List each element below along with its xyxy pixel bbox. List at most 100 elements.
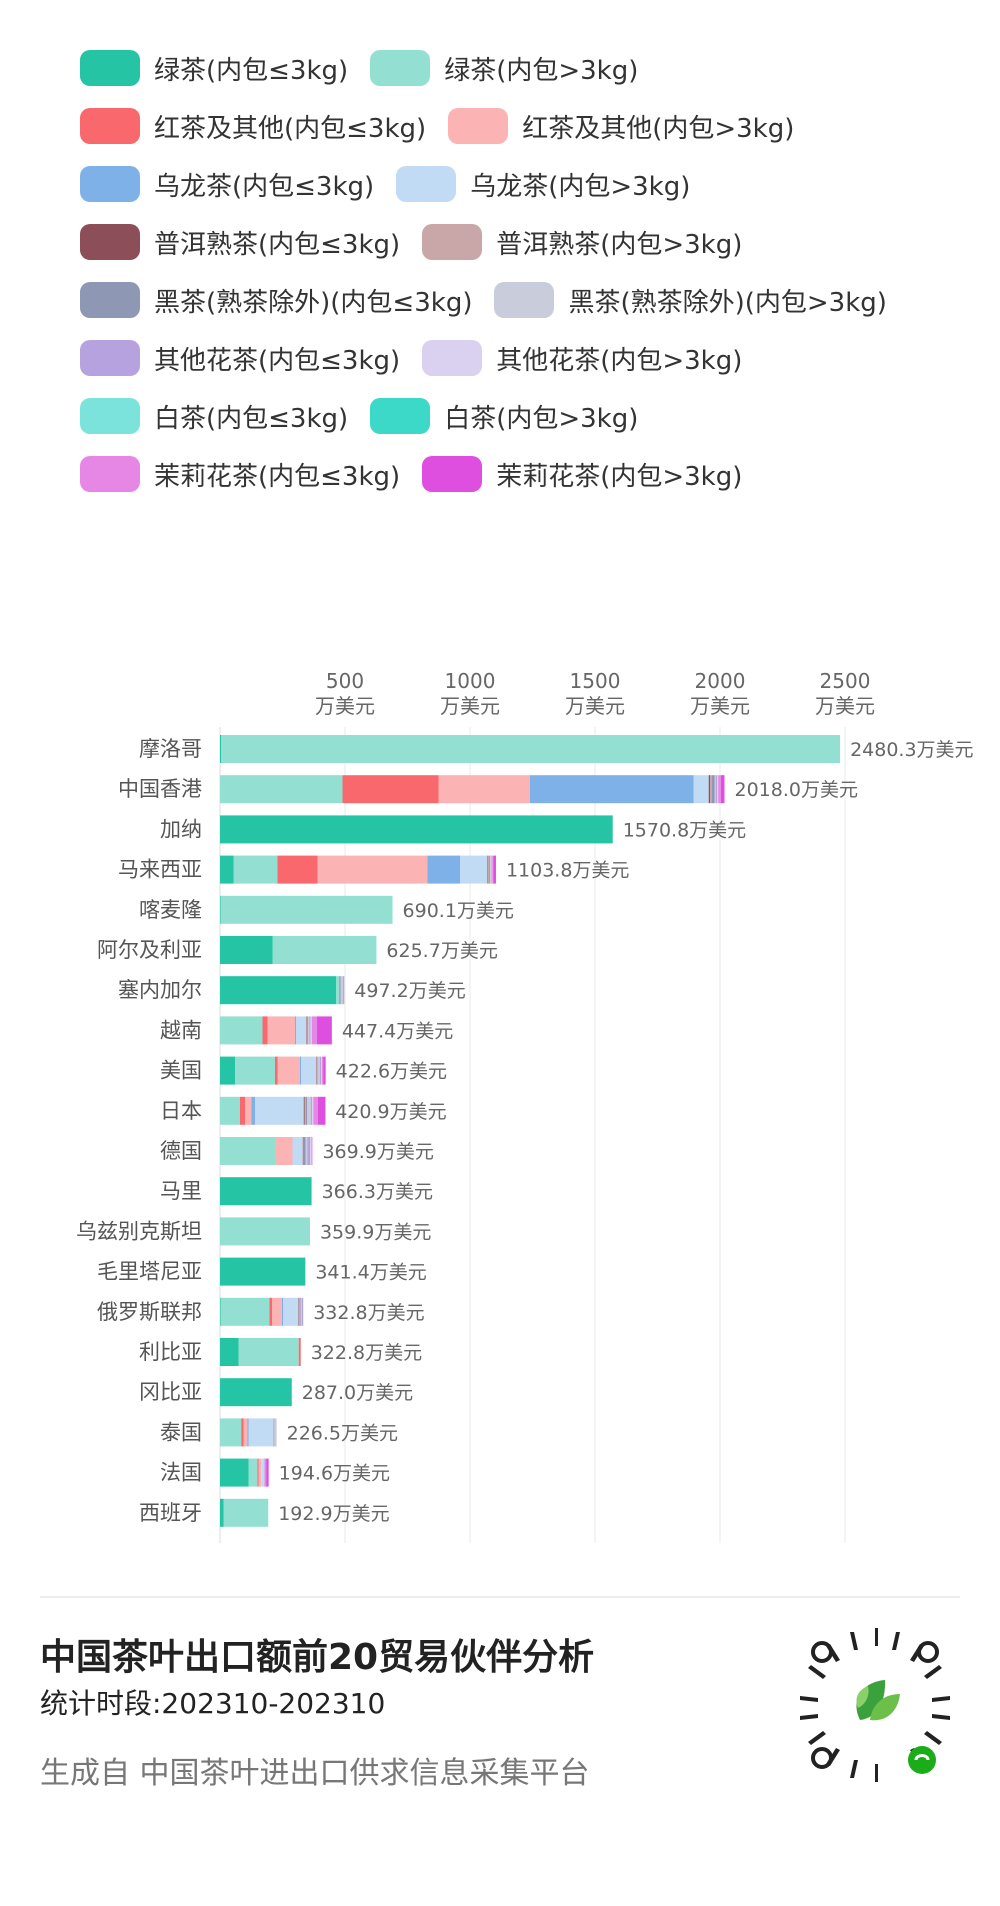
bar-segment [316, 1056, 317, 1085]
bar-segment [310, 1137, 312, 1165]
bar-segment [307, 1137, 311, 1165]
bar-segment [277, 1056, 300, 1085]
legend-item[interactable]: 黑茶(熟茶除外)(内包>3kg) [494, 280, 887, 320]
legend-item[interactable]: 红茶及其他(内包≤3kg) [80, 106, 426, 146]
value-label: 690.1万美元 [403, 900, 514, 922]
value-label: 420.9万美元 [335, 1101, 446, 1123]
legend-item[interactable]: 其他花茶(内包>3kg) [422, 338, 742, 378]
bar-segment [220, 976, 337, 1005]
category-label: 法国 [160, 1461, 202, 1485]
value-label: 497.2万美元 [354, 980, 465, 1002]
value-label: 332.8万美元 [313, 1302, 424, 1324]
legend-item[interactable]: 其他花茶(内包≤3kg) [80, 338, 400, 378]
x-tick-label: 2500 [820, 669, 871, 693]
legend-swatch [370, 398, 431, 434]
category-label: 利比亚 [139, 1340, 202, 1364]
chart-legend: 绿茶(内包≤3kg) 绿茶(内包>3kg) 红茶及其他(内包≤3kg) 红茶及其他(内… [80, 48, 960, 512]
bar-segment [266, 1458, 269, 1487]
legend-item[interactable]: 白茶(内包>3kg) [370, 396, 638, 436]
legend-label: 其他花茶(内包≤3kg) [154, 345, 401, 376]
legend-swatch [448, 108, 509, 144]
value-label: 366.3万美元 [322, 1181, 433, 1203]
bar-segment [255, 1096, 304, 1125]
legend-item[interactable]: 绿茶(内包>3kg) [370, 48, 638, 88]
bar-segment [317, 1056, 320, 1085]
bar-segment [530, 775, 694, 804]
legend-label: 绿茶(内包>3kg) [444, 55, 639, 86]
bar-segment [261, 1458, 264, 1487]
bar-segment [342, 775, 439, 804]
value-label: 1103.8万美元 [506, 860, 629, 882]
bar-segment [272, 1297, 282, 1326]
bar-segment [241, 1418, 244, 1447]
x-tick-unit: 万美元 [690, 694, 750, 718]
bar-segment [220, 1056, 235, 1085]
x-tick-label: 2000 [695, 669, 746, 693]
bar-segment [336, 976, 340, 1005]
legend-item[interactable]: 乌龙茶(内包≤3kg) [80, 164, 374, 204]
legend-label: 黑茶(熟茶除外)(内包>3kg) [568, 287, 887, 318]
bar-segment [307, 1096, 311, 1125]
bar-segment [243, 1418, 248, 1447]
bar-segment [298, 1338, 301, 1366]
legend-item[interactable]: 红茶及其他(内包>3kg) [448, 106, 794, 146]
legend-item[interactable]: 黑茶(熟茶除外)(内包≤3kg) [80, 280, 472, 320]
legend-row: 绿茶(内包≤3kg) 绿茶(内包>3kg) [80, 48, 960, 106]
category-label: 摩洛哥 [139, 737, 202, 761]
bar-segment [491, 855, 493, 884]
category-label: 阿尔及利亚 [97, 938, 202, 962]
bar-segment [220, 1096, 240, 1125]
x-tick-unit: 万美元 [565, 694, 625, 718]
bar-segment [273, 1418, 275, 1447]
bar-segment [304, 1096, 306, 1125]
legend-item[interactable]: 普洱熟茶(内包≤3kg) [80, 222, 400, 262]
bar-segment [220, 815, 613, 844]
legend-item[interactable]: 白茶(内包≤3kg) [80, 396, 348, 436]
source-note: 生成自 中国茶叶进出口供求信息采集平台 [40, 1756, 590, 1791]
bar-segment [240, 1096, 245, 1125]
bar-segment [708, 775, 710, 804]
legend-row: 其他花茶(内包≤3kg) 其他花茶(内包>3kg) [80, 338, 960, 396]
legend-swatch [80, 108, 140, 144]
bar-segment [317, 855, 428, 884]
legend-label: 茉莉花茶(内包>3kg) [496, 461, 743, 492]
bar-segment [220, 895, 221, 924]
bar-segment [283, 1297, 299, 1326]
bar-segment [343, 976, 345, 1005]
bar-segment [257, 1458, 259, 1487]
mini-program-code-icon[interactable] [790, 1620, 960, 1790]
legend-item[interactable]: 茉莉花茶(内包≤3kg) [80, 454, 400, 494]
bar-segment [306, 1016, 308, 1045]
legend-item[interactable]: 乌龙茶(内包>3kg) [396, 164, 690, 204]
bar-segment [301, 1056, 317, 1085]
bar-segment [317, 1056, 318, 1085]
bar-segment [301, 1297, 304, 1326]
bar-segment [340, 976, 344, 1005]
legend-label: 红茶及其他(内包>3kg) [522, 113, 795, 144]
bar-segment [490, 855, 491, 884]
bar-segment [220, 895, 393, 924]
bar-segment [220, 1297, 270, 1326]
bar-segment [488, 855, 490, 884]
bar-segment [235, 1056, 275, 1085]
category-label: 美国 [160, 1059, 202, 1083]
bar-segment [258, 1458, 262, 1487]
legend-label: 普洱熟茶(内包≤3kg) [154, 229, 401, 260]
bar-segment [275, 1137, 293, 1165]
bar-segment [264, 1458, 265, 1487]
bar-segment [295, 1016, 297, 1045]
x-tick-unit: 万美元 [815, 694, 875, 718]
legend-label: 其他花茶(内包>3kg) [496, 345, 743, 376]
bar-segment [220, 855, 234, 884]
bar-segment [247, 1418, 249, 1447]
bar-segment [220, 1458, 249, 1487]
bar-segment [310, 1096, 313, 1125]
bar-segment [710, 775, 712, 804]
legend-item[interactable]: 普洱熟茶(内包>3kg) [422, 222, 742, 262]
legend-swatch [422, 340, 483, 376]
category-label: 乌兹别克斯坦 [76, 1219, 202, 1243]
legend-item[interactable]: 茉莉花茶(内包>3kg) [422, 454, 742, 494]
bar-segment [321, 1056, 322, 1085]
legend-item[interactable]: 绿茶(内包≤3kg) [80, 48, 348, 88]
